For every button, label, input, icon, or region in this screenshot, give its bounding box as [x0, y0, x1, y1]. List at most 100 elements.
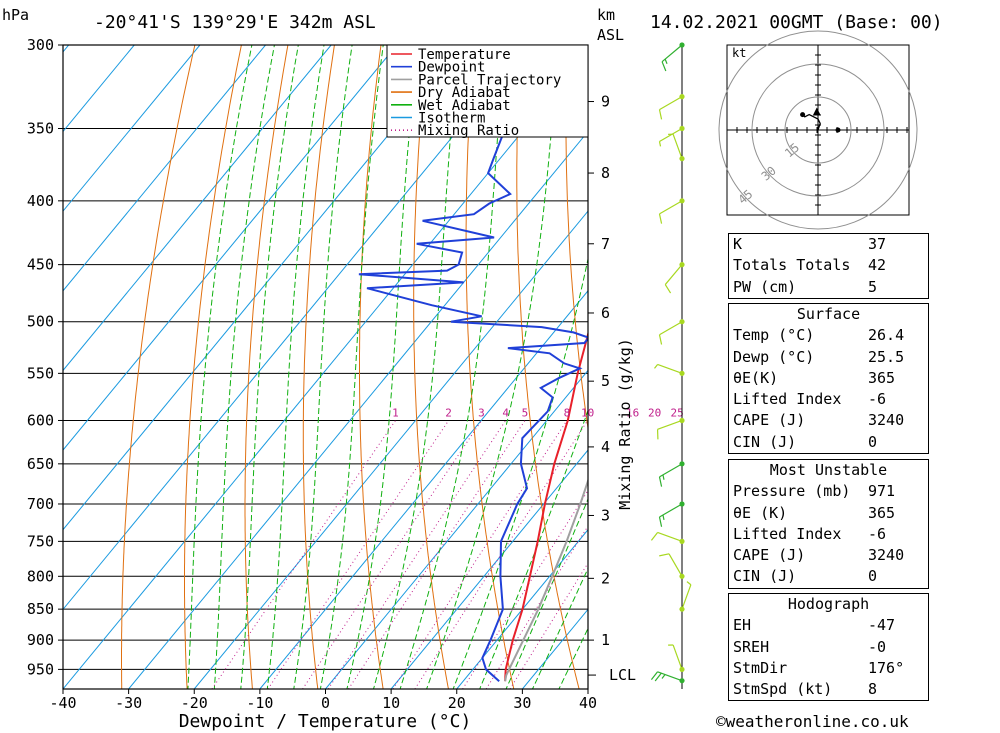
dry-adiabat-line: [565, 45, 588, 432]
wind-barb: [668, 644, 685, 673]
lcl-label: LCL: [609, 666, 636, 684]
km-axis-label: km: [597, 6, 615, 24]
mixing-ratio-line: [392, 420, 568, 689]
legend-label: Temperature: [418, 47, 511, 63]
wind-barb-staff: [657, 531, 683, 542]
wind-barb-dot: [679, 678, 685, 684]
isotherm-line: [63, 45, 398, 451]
hodograph-ring: [784, 96, 852, 164]
legend-label: Parcel Trajectory: [418, 72, 561, 88]
dry-adiabat-line: [939, 45, 1000, 689]
wind-barb-flag: [658, 334, 663, 345]
hodograph-row: StmDir 176°: [733, 658, 905, 677]
wet-adiabat-line: [187, 45, 253, 689]
hodograph-ring: [718, 30, 918, 230]
km-tick-label: 6: [601, 304, 610, 322]
km-tick-label: 2: [601, 569, 610, 587]
km-tick-label: 1: [601, 631, 610, 649]
legend-label: Dewpoint: [418, 60, 485, 76]
wind-barb: [658, 319, 685, 345]
pressure-tick-label: 650: [27, 455, 54, 473]
wind-barb: [668, 133, 685, 162]
wind-barb-staff: [657, 419, 683, 430]
wind-barb-flag: [661, 61, 667, 72]
x-tick-label: -40: [49, 694, 76, 712]
legend-label: Isotherm: [418, 111, 485, 127]
index-row-pw: PW (cm) 5: [733, 277, 878, 296]
mixing-ratio-label: 20: [648, 406, 661, 419]
wind-barb: [661, 42, 685, 72]
surface-row: Temp (°C) 26.4: [733, 326, 905, 345]
mixing-ratio-label: 4: [502, 406, 509, 419]
wind-barb-flag: [658, 109, 663, 120]
hodograph-ring: [751, 63, 885, 197]
dry-adiabat-line: [465, 45, 515, 689]
wind-barb-dot: [679, 538, 685, 544]
wind-barb-staff: [659, 321, 683, 336]
isotherm-line: [63, 45, 332, 372]
mixing-ratio-line: [348, 420, 526, 689]
wind-barb-flag: [664, 58, 668, 65]
x-tick-label: -20: [181, 694, 208, 712]
pressure-tick-label: 750: [27, 532, 54, 550]
isotherm-line: [63, 45, 266, 292]
isotherm-line: [63, 45, 201, 212]
wind-barb: [658, 198, 685, 224]
series-dewpoint: [358, 45, 588, 682]
wind-barb-dot: [679, 319, 685, 325]
pressure-tick-label: 450: [27, 256, 54, 274]
index-row-k: K 37: [733, 235, 887, 253]
wind-barb-dot: [679, 606, 685, 612]
storm-motion-marker: [812, 107, 821, 116]
mixing-ratio-label: 1: [392, 406, 399, 419]
hodograph-unit-label: kt: [732, 46, 746, 60]
surface-row: θE(K) 365: [733, 368, 896, 387]
hodograph-trace: [802, 113, 821, 131]
mixing-ratio-label: 5: [522, 406, 529, 419]
pressure-tick-label: 850: [27, 600, 54, 618]
wind-barb: [658, 94, 685, 120]
wet-adiabat-line: [372, 45, 459, 689]
wind-barb-flag: [658, 141, 662, 147]
surface-row: Lifted Index -6: [733, 390, 887, 409]
wind-barb-dot: [679, 461, 685, 467]
hodograph-title: Hodograph: [787, 595, 870, 613]
isotherm-line: [63, 45, 135, 133]
legend-label: Dry Adiabat: [418, 85, 511, 101]
wind-barb-dot: [679, 501, 685, 507]
mixing-ratio-line: [302, 420, 482, 689]
most-unstable-row: Lifted Index -6: [733, 524, 887, 543]
dry-adiabat-line: [302, 45, 335, 689]
pressure-tick-label: 900: [27, 631, 54, 649]
isotherm-line: [0, 45, 3, 689]
wind-barb-dot: [679, 42, 685, 48]
wet-adiabat-line: [399, 45, 506, 689]
wind-barb-staff: [672, 133, 683, 159]
credit-link[interactable]: ©weatheronline.co.uk: [716, 712, 909, 731]
surface-table: Surface Temp (°C) 26.4 Dewp (°C) 25.5 θE(K…: [728, 303, 929, 455]
x-tick-label: 0: [321, 694, 330, 712]
wind-barb: [654, 363, 685, 376]
isotherm-line: [63, 45, 463, 531]
wind-barb-flag: [654, 672, 662, 682]
wind-barb-flag: [654, 364, 659, 369]
isotherm-line: [63, 51, 588, 689]
x-tick-label: 10: [382, 694, 400, 712]
legend-label: Mixing Ratio: [418, 123, 519, 139]
mixing-ratio-line: [211, 420, 396, 689]
wind-barb-staff: [664, 264, 683, 285]
wind-barb-dot: [679, 370, 685, 376]
pressure-tick-label: 500: [27, 313, 54, 331]
hodograph-row: StmSpd (kt) 8: [733, 680, 878, 699]
isotherm-line: [390, 449, 588, 689]
pressure-tick-label: 800: [27, 567, 54, 585]
wind-barb-staff: [668, 553, 683, 577]
wind-barb-flag: [658, 516, 663, 527]
pressure-tick-label: 350: [27, 120, 54, 138]
dry-adiabat-line: [413, 45, 449, 689]
wet-adiabat-line: [426, 45, 559, 689]
wind-barb-dot: [679, 156, 685, 162]
wind-barb: [650, 671, 685, 684]
mixing-ratio-line: [327, 420, 507, 689]
